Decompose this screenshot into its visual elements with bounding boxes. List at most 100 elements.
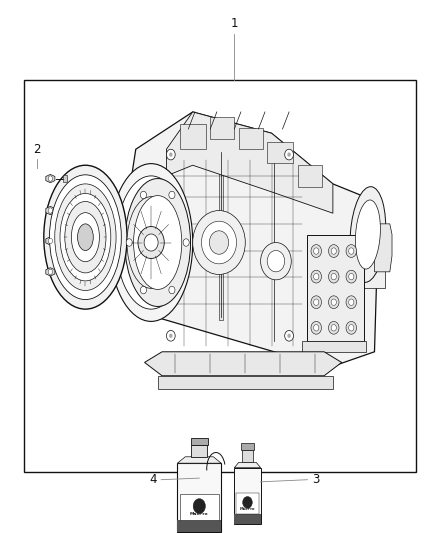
Circle shape [183,239,189,246]
Bar [239,128,263,149]
Circle shape [48,176,53,181]
Circle shape [346,296,357,309]
Bar [180,494,219,520]
Polygon shape [166,112,333,213]
Circle shape [243,497,252,508]
Bar [191,445,207,457]
Ellipse shape [110,164,193,321]
Circle shape [287,152,291,157]
Circle shape [311,245,321,257]
Bar [234,514,261,523]
Circle shape [166,330,175,341]
Polygon shape [350,235,385,288]
Bar [210,117,234,139]
Ellipse shape [127,197,175,288]
Bar [63,207,67,214]
Circle shape [261,243,291,280]
Polygon shape [46,237,55,245]
Circle shape [314,299,319,305]
Circle shape [328,270,339,283]
Circle shape [346,321,357,334]
Text: 2: 2 [33,143,41,156]
Circle shape [140,191,146,199]
Ellipse shape [125,179,191,306]
Ellipse shape [78,224,93,251]
Ellipse shape [350,187,386,282]
Bar [234,468,261,523]
Circle shape [328,296,339,309]
Text: 1: 1 [230,18,238,30]
Bar [177,463,221,532]
Circle shape [169,152,173,157]
Text: MaxPro: MaxPro [190,512,208,516]
Ellipse shape [60,193,111,281]
Circle shape [285,330,293,341]
Bar [298,165,322,187]
Circle shape [140,286,146,294]
Circle shape [314,248,319,254]
Circle shape [193,211,245,274]
Circle shape [311,296,321,309]
Bar [236,494,259,514]
Circle shape [314,325,319,331]
Circle shape [349,325,354,331]
Circle shape [169,191,175,199]
Ellipse shape [116,176,186,309]
Circle shape [328,321,339,334]
Polygon shape [46,174,55,183]
Circle shape [138,227,164,259]
Polygon shape [158,376,333,389]
Polygon shape [177,457,221,463]
Polygon shape [219,149,223,320]
Ellipse shape [65,201,106,273]
Circle shape [328,245,339,257]
Circle shape [311,270,321,283]
Ellipse shape [49,175,121,300]
Bar [24,80,416,472]
Ellipse shape [55,184,116,290]
Circle shape [331,248,336,254]
Polygon shape [129,112,379,368]
Circle shape [169,334,173,338]
Bar [191,438,208,445]
Text: 3: 3 [312,473,319,486]
Text: 4: 4 [149,473,157,486]
Circle shape [209,231,229,254]
Ellipse shape [134,196,182,289]
Polygon shape [302,341,366,352]
Circle shape [169,286,175,294]
Circle shape [331,325,336,331]
Circle shape [48,238,53,244]
Circle shape [193,499,205,514]
Bar [267,142,293,163]
Circle shape [346,270,357,283]
Ellipse shape [44,165,127,309]
Polygon shape [145,352,342,376]
Bar [307,235,364,341]
Circle shape [311,321,321,334]
Circle shape [287,334,291,338]
Bar [180,124,206,149]
Bar [63,175,67,182]
Circle shape [314,273,319,280]
Polygon shape [131,203,155,277]
Text: MaxPro: MaxPro [240,506,255,511]
Polygon shape [123,211,142,264]
Ellipse shape [71,213,99,262]
Polygon shape [46,206,55,215]
Circle shape [267,251,285,272]
Bar [63,268,67,276]
Circle shape [331,299,336,305]
Circle shape [285,149,293,160]
Circle shape [349,299,354,305]
Circle shape [331,273,336,280]
Circle shape [48,269,53,274]
Circle shape [349,273,354,280]
Circle shape [144,234,158,251]
Ellipse shape [356,200,380,269]
Circle shape [126,239,132,246]
Circle shape [166,149,175,160]
Polygon shape [234,462,261,468]
Polygon shape [46,268,55,276]
Bar [63,237,67,245]
